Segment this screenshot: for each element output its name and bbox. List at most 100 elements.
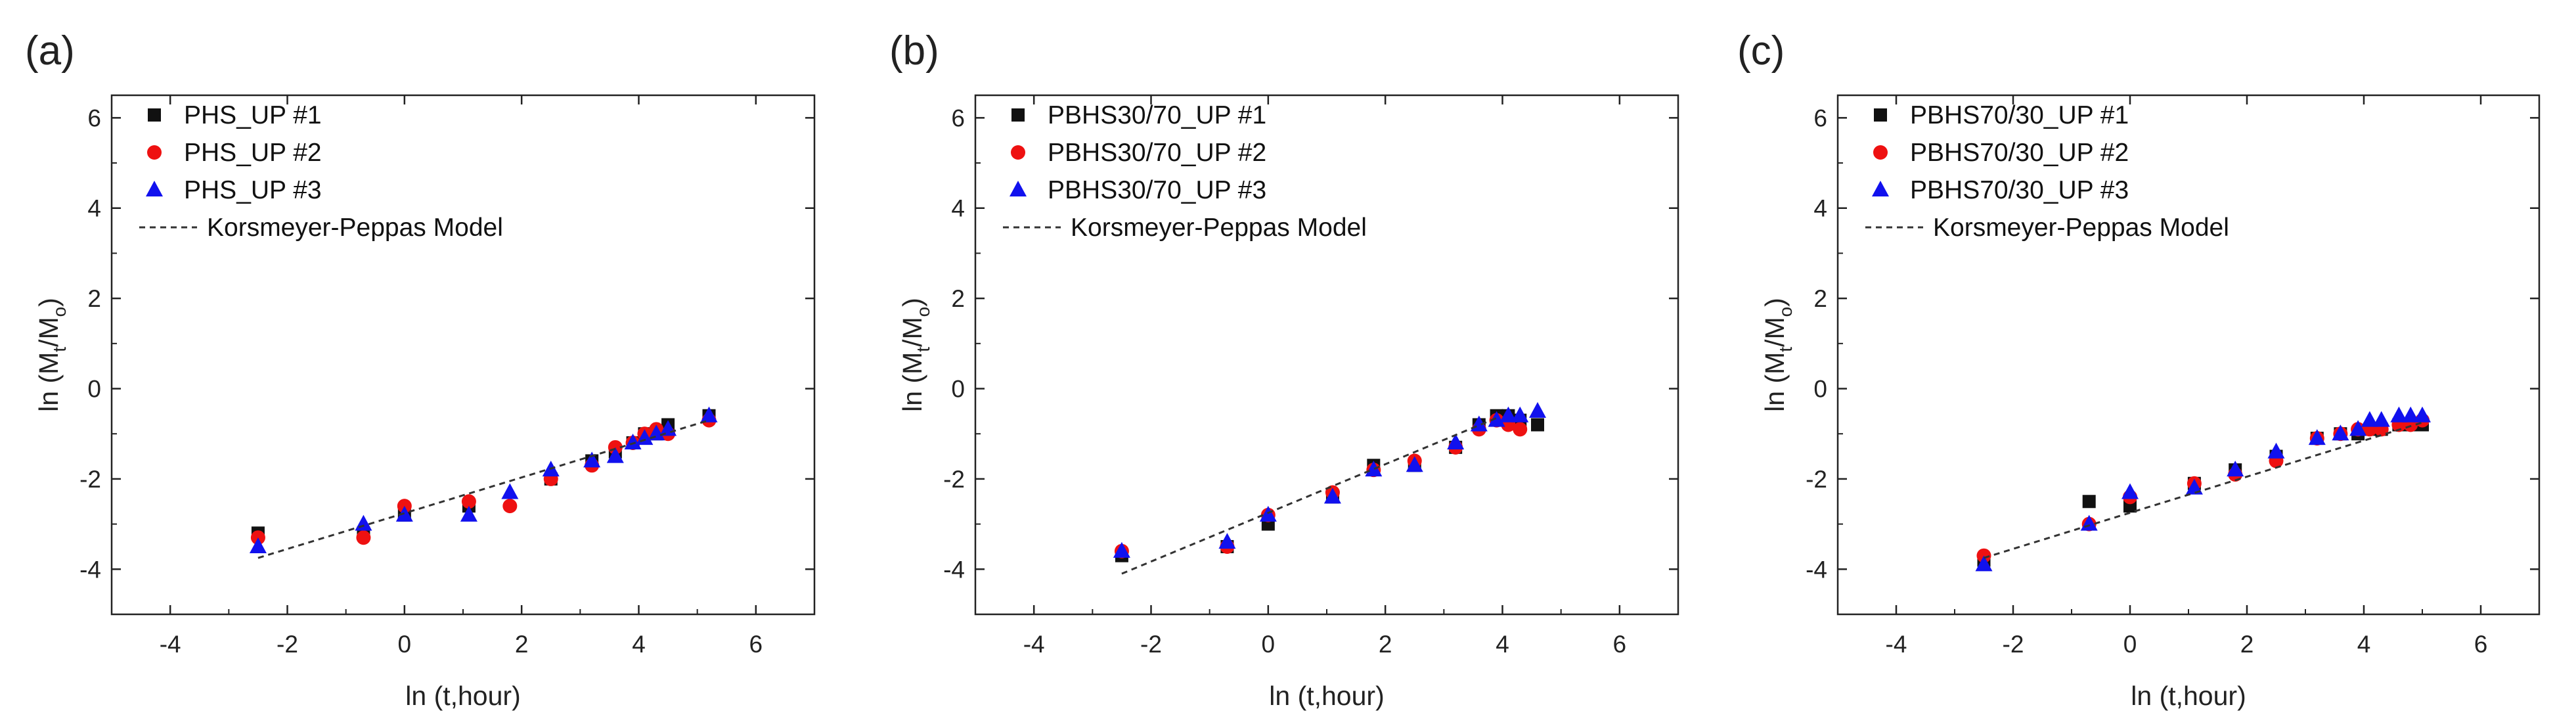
panel-c-series-3-point bbox=[2332, 424, 2349, 441]
panel-c-legend-label-3: PBHS70/30_UP #3 bbox=[1910, 176, 2129, 204]
panel-c-y-tick-label: -2 bbox=[1806, 466, 1827, 493]
panel-b-legend-label-model: Korsmeyer-Peppas Model bbox=[1071, 214, 1367, 242]
panel-b-series-3-point bbox=[1218, 533, 1236, 549]
panel-c-legend-label-model: Korsmeyer-Peppas Model bbox=[1933, 214, 2229, 242]
panel-a-legend-label-2: PHS_UP #2 bbox=[184, 139, 322, 167]
panel-a-legend-marker-3 bbox=[146, 181, 163, 196]
panel-b-x-tick-label: -2 bbox=[1140, 631, 1162, 658]
panel-label-b: (b) bbox=[889, 28, 939, 74]
panel-b-series-3-point bbox=[1511, 406, 1529, 422]
panel-c-model-line bbox=[1984, 421, 2423, 559]
panel-a-series-2-point bbox=[502, 499, 518, 514]
panel-c-y-tick-label: 6 bbox=[1813, 104, 1827, 131]
panel-b-series-3-point bbox=[1488, 411, 1505, 427]
panel-a-series-3-point bbox=[700, 406, 718, 422]
panel-b-x-tick-label: 0 bbox=[1262, 631, 1276, 658]
panel-a-plot-frame bbox=[110, 94, 816, 616]
panel-b-x-axis-title: ln (t,hour) bbox=[1269, 681, 1384, 711]
panel-a-legend-label-1: PHS_UP #1 bbox=[184, 101, 322, 129]
y-axis-title-part: ) bbox=[897, 298, 927, 307]
panel-b-series-1-point bbox=[1531, 418, 1544, 432]
panel-b-legend-marker-3 bbox=[1010, 181, 1027, 196]
panel-c-y-tick-label: 0 bbox=[1813, 376, 1827, 403]
panel-b-legend-label-3: PBHS30/70_UP #3 bbox=[1048, 176, 1266, 204]
panel-a-series-2-point bbox=[461, 494, 476, 509]
y-axis-title-part: ln (M bbox=[33, 352, 64, 412]
panel-a-legend-marker-2 bbox=[147, 145, 162, 160]
panel-a-y-tick-label: -2 bbox=[79, 466, 101, 493]
panel-a-group: -4 -2 0 2 4 6 -4 -2 0 2 4 6 ln (t,hour) ln (Mt/Mo) PHS… bbox=[33, 94, 816, 711]
panel-b-legend-marker-2 bbox=[1011, 145, 1025, 160]
panel-b-series-3-point bbox=[1323, 488, 1341, 504]
panel-c-series-3-point bbox=[2349, 420, 2367, 436]
panel-b-legend-marker-1 bbox=[1011, 108, 1025, 122]
panel-c-x-tick-label: -2 bbox=[2003, 631, 2024, 658]
panel-c-legend-marker-1 bbox=[1874, 108, 1887, 122]
panel-c-plot-frame bbox=[1836, 94, 2541, 616]
panel-a-series-3-point bbox=[606, 447, 624, 463]
panel-b-series-2-point bbox=[1513, 422, 1528, 437]
y-axis-title-part: ) bbox=[1760, 298, 1790, 307]
y-axis-subscript: o bbox=[49, 307, 70, 317]
y-axis-title-part: /M bbox=[897, 317, 927, 347]
panel-a-series-3-point bbox=[249, 537, 267, 553]
panel-a-model-line bbox=[257, 419, 709, 559]
panel-b-y-axis-title: ln (Mt/Mo) bbox=[897, 298, 933, 412]
panel-a-x-tick-label: 2 bbox=[515, 631, 529, 658]
y-axis-title-part: /M bbox=[33, 317, 64, 347]
y-axis-title-part: /M bbox=[1760, 317, 1790, 347]
panel-label-c: (c) bbox=[1737, 28, 1785, 74]
panel-c-legend-label-2: PBHS70/30_UP #2 bbox=[1910, 139, 2129, 167]
panel-a-series-3-point bbox=[460, 505, 477, 522]
y-axis-subscript: t bbox=[913, 347, 933, 352]
panel-a-series-3-point bbox=[583, 451, 601, 468]
panel-b-y-tick-label: -4 bbox=[943, 556, 965, 583]
panel-b-series-3-point bbox=[1113, 541, 1130, 558]
panel-a-x-tick-label: 4 bbox=[632, 631, 646, 658]
panel-b-x-tick-label: -4 bbox=[1023, 631, 1045, 658]
panel-b-series-3-point bbox=[1406, 456, 1423, 472]
panel-a-y-axis-title: ln (Mt/Mo) bbox=[33, 298, 70, 412]
panel-c-series-3-point bbox=[2414, 406, 2431, 422]
panel-c-series-3-point bbox=[2372, 411, 2390, 427]
panel-c-series-3-point bbox=[2402, 406, 2420, 422]
panel-a-x-tick-label: -4 bbox=[160, 631, 181, 658]
y-axis-subscript: t bbox=[49, 347, 70, 352]
panel-b-x-tick-label: 6 bbox=[1613, 631, 1627, 658]
panel-b-series-3-point bbox=[1447, 433, 1465, 449]
panel-c-series-3-point bbox=[2267, 442, 2285, 459]
panel-a-legend-label-model: Korsmeyer-Peppas Model bbox=[207, 214, 503, 242]
panel-b-x-tick-label: 4 bbox=[1496, 631, 1509, 658]
panel-c-series-3-point bbox=[2121, 483, 2139, 499]
panel-a-y-tick-label: 4 bbox=[87, 195, 101, 222]
panel-a-series-3-point bbox=[355, 514, 372, 531]
panel-b-legend-label-2: PBHS30/70_UP #2 bbox=[1048, 139, 1266, 167]
panel-c-x-tick-label: -4 bbox=[1886, 631, 1907, 658]
panel-a-series-2-point bbox=[356, 530, 371, 545]
panel-a-x-tick-label: -2 bbox=[277, 631, 298, 658]
panel-c-series-3-point bbox=[2308, 429, 2326, 445]
panel-b-legend-label-1: PBHS30/70_UP #1 bbox=[1048, 101, 1266, 129]
panel-c-x-tick-label: 0 bbox=[2123, 631, 2137, 658]
panel-b-series-3-point bbox=[1365, 461, 1383, 477]
panel-a-x-tick-label: 0 bbox=[398, 631, 412, 658]
y-axis-subscript: o bbox=[913, 307, 933, 317]
panel-b-y-tick-label: -2 bbox=[943, 466, 965, 493]
panel-label-a: (a) bbox=[25, 28, 75, 74]
panel-c-y-axis-title: ln (Mt/Mo) bbox=[1760, 298, 1796, 412]
panel-b-y-tick-label: 4 bbox=[951, 195, 965, 222]
panel-a-x-axis-title: ln (t,hour) bbox=[405, 681, 520, 711]
panel-c-group: -4 -2 0 2 4 6 -4 -2 0 2 4 6 ln (t,hour) ln (Mt/Mo) PBH… bbox=[1760, 94, 2541, 711]
y-axis-subscript: t bbox=[1775, 347, 1796, 352]
y-axis-title-part: ln (M bbox=[897, 352, 927, 412]
panel-c-series-3-point bbox=[2361, 411, 2378, 427]
panel-b-series-3-point bbox=[1499, 406, 1517, 422]
panel-c-x-tick-label: 4 bbox=[2357, 631, 2371, 658]
panel-c-x-tick-label: 6 bbox=[2474, 631, 2488, 658]
y-axis-subscript: o bbox=[1775, 307, 1796, 317]
y-axis-title-part: ) bbox=[33, 298, 64, 307]
panel-a-y-tick-label: -4 bbox=[79, 556, 101, 583]
panel-c-legend-label-1: PBHS70/30_UP #1 bbox=[1910, 101, 2129, 129]
panel-b-y-tick-label: 6 bbox=[951, 104, 965, 131]
